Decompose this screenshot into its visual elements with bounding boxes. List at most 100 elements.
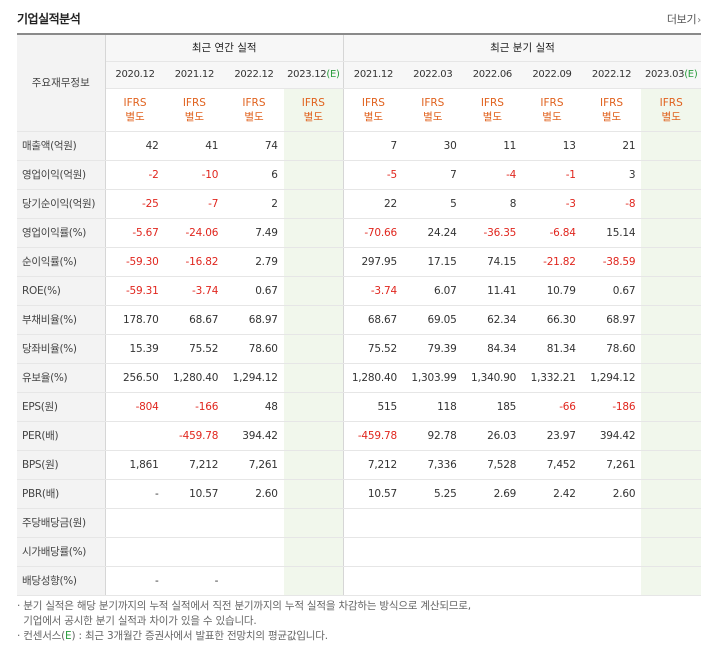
ifrs-header-annual-1: IFRS 별도: [164, 88, 225, 132]
period-label: 2021.12: [353, 69, 394, 80]
table-cell: 1,294.12: [581, 363, 642, 393]
table-cell: [224, 507, 284, 538]
table-cell: 24.24: [402, 217, 463, 248]
table-row: 매출액(억원) 42 41 74 7 30 11 13 21: [17, 131, 702, 161]
table-cell: 2.42: [522, 479, 582, 509]
table-cell: 68.67: [164, 304, 225, 335]
table-cell: 3: [581, 160, 642, 190]
row-label: 배당성향(%): [17, 566, 106, 596]
table-cell: 1,303.99: [402, 363, 463, 393]
table-cell: 15.39: [105, 334, 165, 364]
table-cell: 10.79: [522, 276, 582, 306]
row-label: 부채비율(%): [17, 304, 106, 335]
table-cell: -3.74: [164, 276, 225, 306]
row-label: 주당배당금(원): [17, 507, 106, 538]
table-cell: 1,280.40: [164, 363, 225, 393]
table-cell: -459.78: [343, 421, 403, 451]
table-row: 부채비율(%) 178.70 68.67 68.97 68.67 69.05 62.34 66…: [17, 304, 702, 335]
table-cell: 68.67: [343, 304, 403, 335]
ifrs-header-quarterly-4: IFRS 별도: [581, 88, 642, 132]
table-cell: -3: [522, 189, 582, 219]
table-cell: [283, 334, 344, 364]
table-cell: [283, 450, 344, 480]
table-cell: [641, 247, 702, 277]
table-cell: [522, 507, 582, 538]
table-cell: 6: [224, 160, 284, 190]
ifrs-label: IFRS: [480, 96, 504, 109]
period-header-annual-2: 2022.12: [224, 61, 284, 89]
table-cell: [462, 507, 523, 538]
ifrs-basis-label: 별도: [363, 110, 384, 123]
footnote-1: · 분기 실적은 해당 분기까지의 누적 실적에서 직전 분기까지의 누적 실적…: [17, 600, 471, 612]
ifrs-header-quarterly-5: IFRS 별도: [641, 88, 702, 132]
row-label: BPS(원): [17, 450, 106, 480]
more-label: 더보기: [666, 13, 697, 26]
table-cell: 10.57: [343, 479, 403, 509]
table-cell: -21.82: [522, 247, 582, 277]
period-header-quarterly-4: 2022.12: [581, 61, 642, 89]
table-cell: 48: [224, 391, 284, 422]
table-cell: -24.06: [164, 217, 225, 248]
table-cell: [224, 537, 284, 567]
table-cell: [641, 131, 702, 161]
table-cell: 81.34: [522, 334, 582, 364]
table-cell: -36.35: [462, 217, 523, 248]
period-label: 2022.06: [472, 69, 513, 80]
table-cell: [462, 537, 523, 567]
row-label: EPS(원): [17, 391, 106, 422]
table-cell: 7: [402, 160, 463, 190]
table-row: EPS(원) -804 -166 48 515 118 185 -66 -186: [17, 391, 702, 422]
ifrs-basis-label: 별도: [661, 110, 681, 123]
table-cell: [641, 421, 702, 451]
period-label: 2021.12: [174, 69, 215, 80]
table-cell: -59.30: [105, 247, 165, 277]
ifrs-header-quarterly-2: IFRS 별도: [462, 88, 523, 132]
table-cell: 1,861: [105, 450, 165, 480]
table-cell: 2.60: [581, 479, 642, 509]
ifrs-header-annual-2: IFRS 별도: [224, 88, 284, 132]
ifrs-label: IFRS: [301, 96, 325, 109]
table-cell: [581, 537, 642, 567]
row-label: 영업이익(억원): [17, 160, 106, 190]
table-cell: 1,294.12: [224, 363, 284, 393]
table-cell: [283, 421, 344, 451]
table-cell: 1,340.90: [462, 363, 523, 393]
period-header-quarterly-3: 2022.09: [522, 61, 582, 89]
period-header-quarterly-0: 2021.12: [343, 61, 403, 89]
table-cell: [283, 507, 344, 538]
table-row: PBR(배) -10.57 2.60 10.57 5.25 2.69 2.42 2.60: [17, 479, 702, 509]
table-cell: 62.34: [462, 304, 523, 335]
table-cell: 92.78: [402, 421, 463, 451]
table-cell: 394.42: [224, 421, 284, 451]
table-cell: 23.97: [522, 421, 582, 451]
table-cell: -38.59: [581, 247, 642, 277]
table-row: 당기순이익(억원) -25 -7 2 22 5 8 -3 -8: [17, 189, 702, 219]
ifrs-header-annual-3: IFRS 별도: [283, 88, 344, 132]
table-cell: [641, 189, 702, 219]
table-cell: 394.42: [581, 421, 642, 451]
ifrs-basis-label: 별도: [482, 110, 503, 123]
period-label: 2022.03: [413, 69, 453, 80]
table-cell: [164, 507, 225, 538]
table-cell: 22: [343, 189, 403, 219]
table-cell: -: [105, 566, 165, 596]
ifrs-basis-label: 별도: [542, 110, 562, 123]
table-cell: 7: [343, 131, 403, 161]
table-cell: 7,212: [164, 450, 225, 480]
row-label: 영업이익률(%): [17, 217, 106, 248]
ifrs-label: IFRS: [600, 96, 624, 109]
table-cell: 68.97: [581, 304, 642, 335]
table-cell: -1: [522, 160, 582, 190]
more-link[interactable]: 더보기›: [667, 11, 701, 27]
ifrs-header-row: IFRS 별도 IFRS 별도 IFRS 별도 IFRS 별도 IFRS 별도 IFRS 별도 IFRS…: [17, 88, 702, 132]
row-label: 당좌비율(%): [17, 334, 106, 364]
row-header-label: 주요재무정보: [17, 33, 106, 132]
table-cell: [641, 479, 702, 509]
footnote-2-e: E: [65, 630, 72, 642]
row-label: 유보율(%): [17, 363, 106, 393]
table-cell: 15.14: [581, 217, 642, 248]
ifrs-label: IFRS: [540, 96, 564, 109]
table-cell: [283, 189, 344, 219]
table-cell: 5.25: [402, 479, 463, 509]
table-cell: -10: [164, 160, 225, 190]
